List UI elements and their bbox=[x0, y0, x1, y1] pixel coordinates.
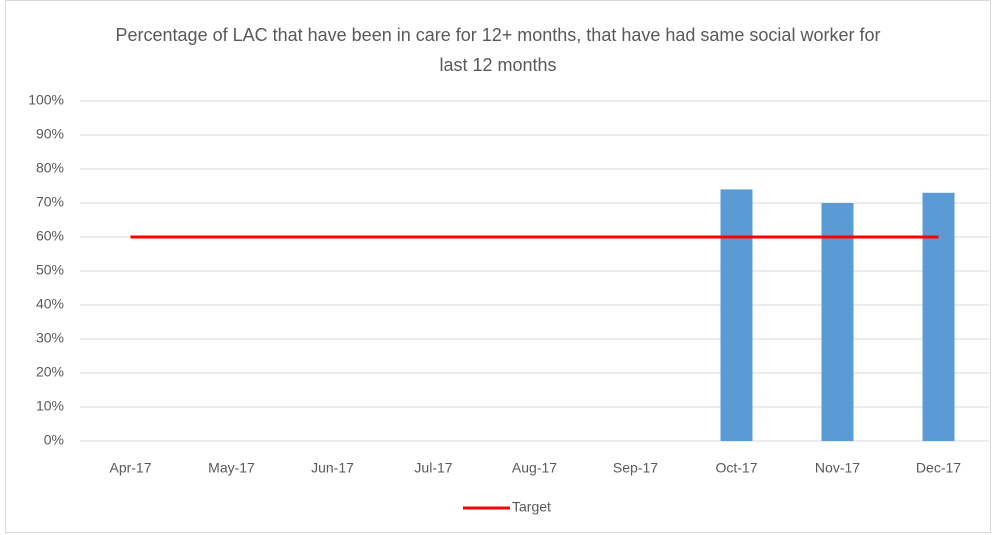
x-tick-label: Jun-17 bbox=[311, 460, 354, 476]
x-tick-label: Dec-17 bbox=[916, 460, 961, 476]
y-tick-label: 80% bbox=[36, 160, 64, 176]
x-tick-label: Apr-17 bbox=[109, 460, 151, 476]
y-tick-label: 100% bbox=[28, 92, 64, 108]
x-tick-label: Nov-17 bbox=[815, 460, 860, 476]
bar bbox=[922, 192, 955, 441]
y-tick-label: 70% bbox=[36, 194, 64, 210]
x-tick-label: Jul-17 bbox=[414, 460, 452, 476]
x-tick-label: Aug-17 bbox=[512, 460, 557, 476]
legend-label: Target bbox=[512, 499, 551, 515]
chart-title: Percentage of LAC that have been in care… bbox=[115, 25, 881, 75]
x-tick-label: Sep-17 bbox=[613, 460, 658, 476]
bar bbox=[821, 203, 854, 441]
bar bbox=[720, 189, 753, 441]
y-tick-label: 60% bbox=[36, 228, 64, 244]
chart-border bbox=[5, 0, 991, 533]
y-tick-label: 40% bbox=[36, 296, 64, 312]
x-tick-label: Oct-17 bbox=[715, 460, 757, 476]
y-tick-label: 20% bbox=[36, 364, 64, 380]
y-tick-label: 10% bbox=[36, 398, 64, 414]
y-tick-label: 0% bbox=[44, 432, 64, 448]
x-tick-label: May-17 bbox=[208, 460, 255, 476]
y-tick-label: 30% bbox=[36, 330, 64, 346]
y-tick-label: 50% bbox=[36, 262, 64, 278]
y-tick-label: 90% bbox=[36, 126, 64, 142]
